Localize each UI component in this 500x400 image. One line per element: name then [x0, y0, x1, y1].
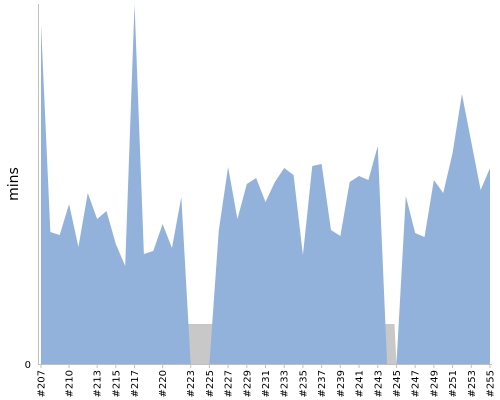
x-tick-label-11: #233	[280, 370, 291, 397]
x-tick-label-20: #251	[448, 370, 459, 397]
x-tick-label-15: #241	[355, 370, 366, 397]
x-tick-label-14: #239	[336, 370, 347, 397]
x-tick-label-22: #255	[486, 370, 497, 397]
x-tick-label-0: #207	[37, 370, 48, 397]
x-tick-label-21: #253	[467, 370, 478, 397]
x-tick-label-4: #217	[130, 370, 141, 397]
x-tick-label-3: #215	[111, 370, 122, 397]
x-tick-label-2: #213	[93, 370, 104, 397]
x-tick-label-9: #229	[242, 370, 253, 397]
x-tick-label-16: #243	[373, 370, 384, 397]
x-tick-label-6: #223	[186, 370, 197, 397]
x-tick-label-13: #237	[317, 370, 328, 397]
series-area	[41, 4, 490, 364]
x-tick-label-8: #227	[224, 370, 235, 397]
x-tick-label-18: #247	[411, 370, 422, 397]
y-tick-label-0: 0	[25, 360, 31, 371]
x-tick-labels: #207 #210 #213 #215 #217 #220 #223 #225 #227 #229…	[37, 364, 497, 397]
gap-band-0	[181, 324, 219, 364]
x-tick-label-7: #225	[205, 370, 216, 397]
x-tick-label-17: #245	[392, 370, 403, 397]
plot-area	[41, 4, 490, 364]
x-tick-label-10: #231	[261, 370, 272, 397]
x-tick-label-1: #210	[65, 370, 76, 397]
x-tick-label-12: #235	[298, 370, 309, 397]
x-tick-label-5: #220	[158, 370, 169, 397]
y-axis-label: mins	[6, 167, 22, 201]
x-tick-label-19: #249	[429, 370, 440, 397]
